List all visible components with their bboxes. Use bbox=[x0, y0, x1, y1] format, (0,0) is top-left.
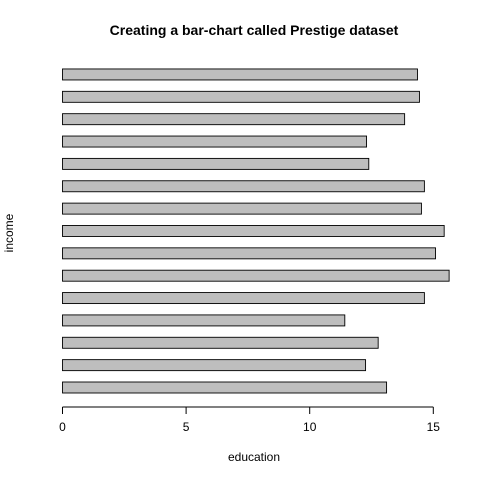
bar bbox=[62, 180, 425, 193]
x-tick-label: 10 bbox=[303, 420, 317, 434]
x-tick-label: 5 bbox=[183, 420, 190, 434]
bar bbox=[62, 247, 436, 260]
bar bbox=[62, 269, 450, 282]
bars-group bbox=[62, 68, 450, 394]
x-axis: 0 5 10 15 bbox=[59, 406, 441, 434]
x-tick-label: 15 bbox=[427, 420, 441, 434]
bar bbox=[62, 90, 420, 103]
bar bbox=[62, 68, 418, 81]
bar bbox=[62, 225, 445, 237]
bar bbox=[62, 135, 368, 148]
bar bbox=[62, 336, 379, 349]
bar bbox=[62, 113, 406, 126]
bar bbox=[62, 314, 346, 327]
bar bbox=[62, 292, 425, 305]
x-axis-label: education bbox=[228, 450, 280, 464]
bar bbox=[62, 359, 367, 372]
y-axis-label: income bbox=[2, 213, 16, 252]
x-tick-label: 0 bbox=[59, 420, 66, 434]
bar bbox=[62, 202, 422, 215]
chart-title: Creating a bar-chart called Prestige dat… bbox=[110, 22, 399, 38]
bar bbox=[62, 157, 370, 170]
bar bbox=[62, 381, 388, 394]
